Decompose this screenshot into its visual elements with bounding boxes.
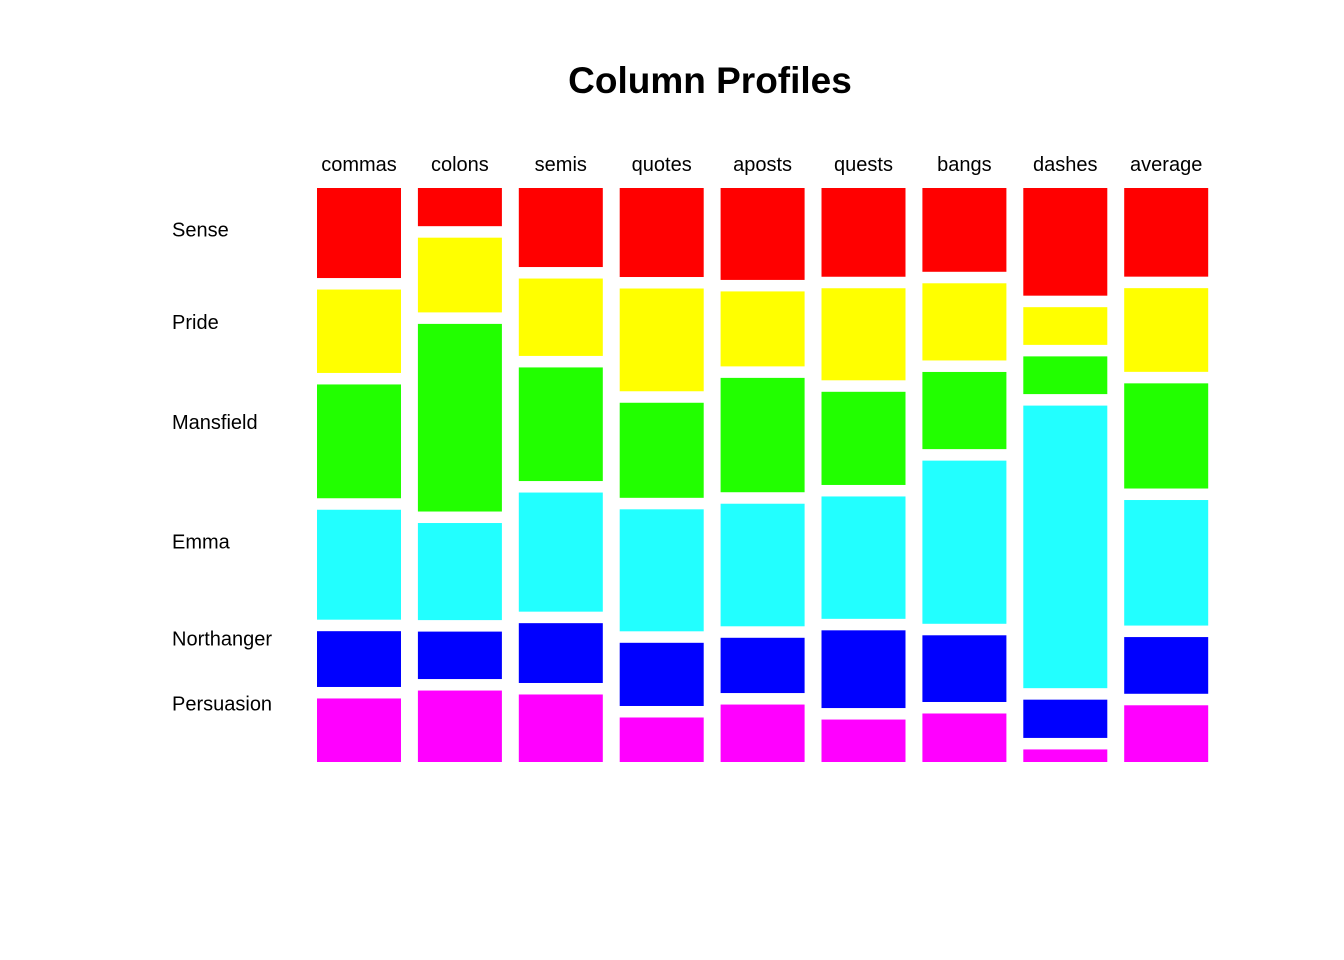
column-label-quotes: quotes [632, 154, 692, 176]
tile-emma-quests [821, 496, 906, 619]
column-label-quests: quests [834, 154, 893, 176]
row-label-emma: Emma [172, 532, 231, 554]
tile-pride-commas [317, 289, 401, 373]
tile-mansfield-dashes [1023, 356, 1108, 395]
tile-sense-average [1124, 188, 1209, 277]
chart-title: Column Profiles [568, 60, 852, 101]
tile-sense-bangs [922, 188, 1007, 272]
tile-emma-dashes [1023, 405, 1108, 689]
tile-pride-colons [417, 237, 502, 313]
tile-persuasion-colons [417, 690, 502, 762]
tile-northanger-quotes [619, 642, 704, 706]
tile-emma-commas [317, 509, 401, 620]
column-label-dashes: dashes [1033, 154, 1098, 176]
row-label-northanger: Northanger [172, 629, 272, 651]
row-label-pride: Pride [172, 312, 219, 334]
tile-emma-average [1124, 500, 1209, 626]
tile-pride-bangs [922, 283, 1007, 361]
tile-mansfield-bangs [922, 371, 1007, 450]
tile-mansfield-average [1124, 383, 1209, 489]
tile-northanger-commas [317, 631, 401, 687]
tile-sense-colons [417, 188, 502, 227]
tile-emma-semis [518, 492, 603, 612]
tile-persuasion-quests [821, 719, 906, 762]
tile-persuasion-quotes [619, 717, 704, 762]
tile-northanger-quests [821, 630, 906, 709]
tile-pride-quests [821, 288, 906, 381]
tile-mansfield-commas [317, 384, 401, 499]
tile-emma-colons [417, 523, 502, 621]
column-labels: commas colons semis quotes aposts quests bangs… [321, 154, 1202, 176]
tile-persuasion-aposts [720, 704, 805, 762]
tile-northanger-average [1124, 637, 1209, 694]
tile-sense-quotes [619, 188, 704, 278]
tile-persuasion-commas [317, 698, 401, 762]
column-label-semis: semis [535, 154, 587, 176]
column-label-bangs: bangs [937, 154, 992, 176]
tile-northanger-semis [518, 623, 603, 683]
mosaic-tiles [317, 188, 1209, 762]
column-label-aposts: aposts [733, 154, 792, 176]
tile-mansfield-colons [417, 323, 502, 512]
tile-persuasion-dashes [1023, 749, 1108, 762]
tile-pride-quotes [619, 288, 704, 392]
tile-mansfield-aposts [720, 377, 805, 493]
tile-emma-quotes [619, 509, 704, 632]
tile-mansfield-semis [518, 367, 603, 482]
tile-northanger-colons [417, 631, 502, 680]
tile-northanger-bangs [922, 635, 1007, 702]
column-label-colons: colons [431, 154, 489, 176]
tile-emma-bangs [922, 460, 1007, 624]
tile-sense-dashes [1023, 188, 1108, 296]
tile-northanger-dashes [1023, 699, 1108, 738]
tile-pride-aposts [720, 291, 805, 367]
tile-pride-average [1124, 288, 1209, 372]
column-label-commas: commas [321, 154, 397, 176]
tile-mansfield-quests [821, 391, 906, 485]
tile-sense-semis [518, 188, 603, 268]
tile-persuasion-bangs [922, 713, 1007, 762]
tile-pride-dashes [1023, 307, 1108, 345]
row-label-mansfield: Mansfield [172, 412, 258, 434]
row-label-persuasion: Persuasion [172, 693, 272, 715]
column-label-average: average [1130, 154, 1202, 176]
tile-mansfield-quotes [619, 402, 704, 498]
tile-emma-aposts [720, 503, 805, 627]
tile-sense-quests [821, 188, 906, 277]
tile-pride-semis [518, 278, 603, 356]
tile-sense-aposts [720, 188, 805, 280]
tile-persuasion-semis [518, 694, 603, 762]
tile-northanger-aposts [720, 637, 805, 694]
tile-persuasion-average [1124, 705, 1209, 762]
row-label-sense: Sense [172, 220, 229, 242]
tile-sense-commas [317, 188, 401, 279]
row-labels: Sense Pride Mansfield Emma Northanger Persuas… [172, 220, 272, 716]
